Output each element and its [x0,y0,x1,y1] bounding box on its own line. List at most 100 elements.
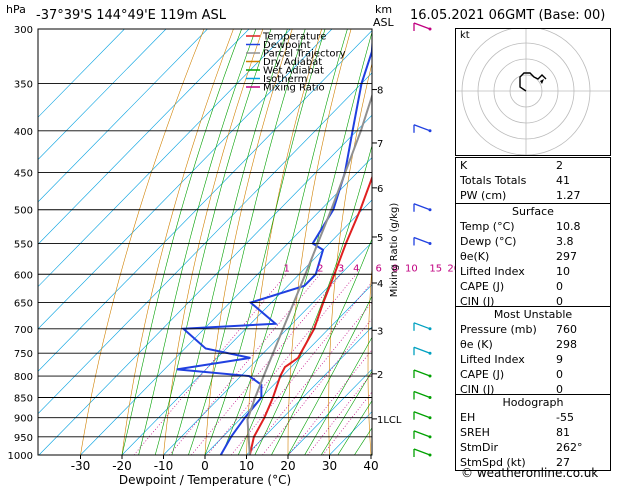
wet-adiabat [304,336,372,455]
wet-adiabat [138,29,257,455]
temp-tick-label: -30 [71,459,91,473]
surface-table: Surface Temp (°C) 10.8 Dewp (°C) 3.8 θe(K)… [455,203,611,310]
wet-adiabat [320,370,372,455]
wind-barb [413,346,431,354]
mixing-ratio-label: 15 [429,263,442,274]
surface-row: Lifted Index 10 [460,265,570,278]
wet-adiabat [337,400,372,455]
mixing-ratio-label: 6 [375,263,381,274]
pressure-tick-label: 700 [14,325,33,336]
temp-tick-label: 0 [201,459,209,473]
isotherm-line [38,29,125,118]
wind-barb [413,124,431,132]
dry-adiabat [328,61,372,455]
isotherm-line [38,29,208,203]
isotherm-line [38,114,372,455]
hodograph-trace [519,72,547,92]
km-tick-label: 6 [377,184,383,195]
pressure-tick-label: 650 [14,299,33,310]
mu-row: CAPE (J) 0 [460,368,563,381]
isotherm-line [80,157,372,455]
storm-motion-marker [540,79,544,84]
wind-barb [413,448,431,456]
hodo-row: StmDir 262° [460,441,583,454]
mixing-ratio-line [169,274,321,455]
temperature-line [248,174,372,455]
mu-row: θe (K) 298 [460,338,577,351]
km-tick-label: 4 [377,279,383,290]
dewpoint-line [176,35,372,455]
x-axis-title: Dewpoint / Temperature (°C) [119,473,291,486]
pressure-tick-label: 900 [14,414,33,425]
km-tick-label: 3 [377,326,383,337]
wind-barb-base [428,129,432,133]
isotherm-line [204,284,372,455]
mu-row: Pressure (mb) 760 [460,323,577,336]
km-tick-label: 2 [377,370,383,381]
legend-entry: Wet Adiabat [263,66,324,77]
mu-row: CIN (J) 0 [460,383,563,396]
wind-barb [413,22,431,30]
surface-row: θe(K) 297 [460,250,577,263]
surface-row: CIN (J) 0 [460,295,563,308]
pressure-tick-label: 350 [14,80,33,91]
isotherm-line [38,29,250,245]
pressure-tick-label: 800 [14,372,33,383]
mixing-ratio-label: 8 [392,263,398,274]
wind-barb [413,203,431,211]
legend-entry: Isotherm [263,74,307,85]
isotherm-line [38,29,291,288]
wind-barb-base [428,208,432,212]
mixing-ratio-line [288,349,372,455]
mixing-ratio-label: 1 [283,263,289,274]
units-asl: ASL [373,16,394,29]
mixing-ratio-label: 2 [317,263,323,274]
surface-title: Surface [512,205,554,218]
dry-adiabat [80,29,205,455]
pressure-tick-label: 450 [14,168,33,179]
wind-barb-base [428,435,432,439]
mu-row: Lifted Index 9 [460,353,563,366]
most-unstable-title: Most Unstable [493,308,573,321]
surface-row: CAPE (J) 0 [460,280,563,293]
units-km: km [375,3,393,16]
hodograph-panel: kt [455,26,611,156]
temp-tick-label: 20 [280,459,295,473]
pressure-tick-label: 1000 [8,451,33,462]
pressure-tick-label: 400 [14,127,33,138]
hodo-row: SREH 81 [460,426,570,439]
legend-entry: Mixing Ratio [263,83,325,94]
temp-tick-label: -10 [154,459,174,473]
wind-barb [413,430,431,438]
hodograph-table: Hodograph EH -55 SREH 81 StmDir 262° StmSpd… [455,394,611,471]
datetime-label: 16.05.2021 06GMT (Base: 00) [410,8,606,23]
wind-barb-base [428,327,432,331]
wind-barb-base [428,395,432,399]
surface-row: Dewp (°C) 3.8 [460,235,574,248]
hodograph-kt-label: kt [460,30,470,41]
mixing-ratio-label: 10 [405,263,418,274]
hodograph-plot [456,26,610,156]
km-tick-label: 7 [377,139,383,150]
km-tick-label: 5 [377,233,383,244]
mixing-ratio-axis-title: Mixing Ratio (g/kg) [389,203,400,298]
legend-entry: Dewpoint [263,40,311,51]
isotherm-line [246,326,372,455]
pressure-tick-label: 500 [14,206,33,217]
hodo-row: EH -55 [460,411,574,424]
wind-barb-base [428,241,432,245]
units-hpa: hPa [6,3,26,16]
dry-adiabat [613,29,629,455]
wind-barb [413,236,431,245]
isotherm-line [38,29,167,161]
location-label: -37°39'S 144°49'E 119m ASL [36,8,227,23]
index-totals: Totals Totals 41 [460,174,570,187]
pressure-tick-label: 300 [14,25,33,36]
pressure-tick-label: 950 [14,433,33,444]
parcel-trajectory-line [246,92,372,455]
isotherm-line [38,29,333,330]
km-tick-label: 1LCL [377,415,402,426]
